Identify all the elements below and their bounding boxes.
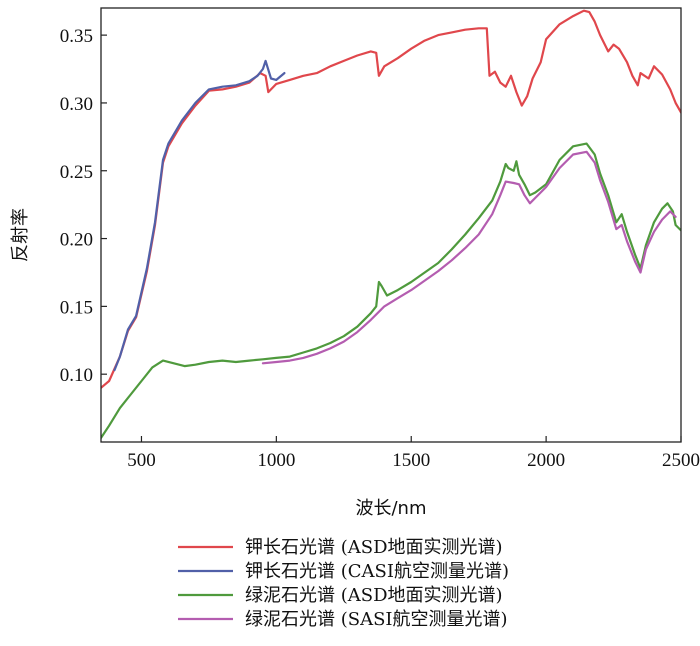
y-tick-label: 0.20: [60, 230, 93, 251]
legend-label-2: 钾长石光谱 (CASI航空测量光谱): [245, 561, 509, 582]
legend-label-3: 绿泥石光谱 (ASD地面实测光谱): [245, 585, 503, 606]
y-tick-label: 0.35: [60, 26, 93, 47]
legend-label-4: 绿泥石光谱 (SASI航空测量光谱): [245, 609, 508, 630]
x-tick-label: 2500: [662, 450, 700, 471]
series-line-3: [101, 142, 681, 439]
series-line-4: [261, 150, 677, 365]
y-tick-label: 0.15: [60, 297, 93, 318]
series-layer: [101, 9, 681, 439]
x-tick-label: 1000: [257, 450, 295, 471]
legend-label-1: 钾长石光谱 (ASD地面实测光谱): [245, 537, 503, 558]
legend: 钾长石光谱 (ASD地面实测光谱) 钾长石光谱 (CASI航空测量光谱) 绿泥石光谱…: [178, 537, 509, 630]
y-tick-label: 0.25: [60, 162, 93, 183]
x-axis: 500 1000 1500 2000 2500: [127, 436, 700, 471]
y-axis: 0.10 0.15 0.20 0.25 0.30 0.35: [60, 26, 107, 386]
plot-area-frame: [100, 7, 682, 443]
y-tick-label: 0.10: [60, 365, 93, 386]
y-axis-title: 反射率: [10, 208, 31, 262]
series-line-2: [113, 59, 286, 372]
x-tick-label: 500: [127, 450, 156, 471]
x-tick-label: 2000: [527, 450, 565, 471]
series-line-1: [101, 9, 681, 389]
x-tick-label: 1500: [392, 450, 430, 471]
y-tick-label: 0.30: [60, 94, 93, 115]
x-axis-title: 波长/nm: [355, 498, 426, 519]
